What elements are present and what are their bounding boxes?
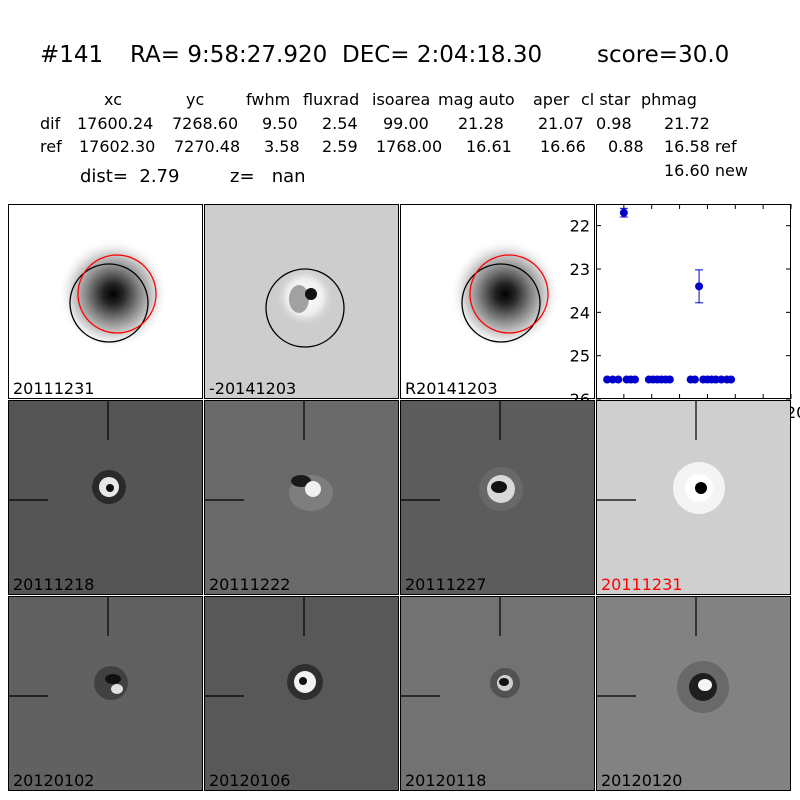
distance: dist= 2.79 (80, 166, 180, 187)
data-point (603, 375, 612, 384)
col-clstar: cl star (581, 90, 631, 109)
panel-label: 20120120 (601, 771, 683, 790)
dif-fluxrad: 2.54 (322, 114, 358, 133)
ref-magauto: 16.61 (466, 137, 512, 156)
cutout-image (597, 401, 790, 594)
new-phmag: 16.60 new (664, 161, 748, 180)
cutout-image (9, 401, 202, 594)
ref-yc: 7270.48 (174, 137, 241, 156)
ref-aper: 16.66 (540, 137, 586, 156)
col-xc: xc (104, 90, 122, 109)
declination: DEC= 2:04:18.30 (342, 42, 543, 68)
data-point (619, 208, 628, 217)
reference-image (58, 239, 168, 349)
data-point (727, 375, 736, 384)
panel-label: 20111227 (405, 575, 487, 594)
red-aperture-circle (469, 254, 549, 334)
ref-fluxrad: 2.59 (322, 137, 358, 156)
panel-label: 20120118 (405, 771, 487, 790)
ref-isoarea: 1768.00 (376, 137, 443, 156)
reference-image-panel: 20111231 (8, 204, 203, 399)
dif-label: dif (40, 114, 61, 133)
dif-clstar: 0.98 (596, 114, 632, 133)
dif-magauto: 21.28 (458, 114, 504, 133)
new-reference-image-panel: R20141203 (400, 204, 595, 399)
y-tick-label: 25 (570, 347, 590, 366)
red-aperture-circle (77, 254, 157, 334)
black-aperture-circle (461, 263, 541, 343)
dif-yc: 7268.60 (172, 114, 239, 133)
star-blob (450, 239, 560, 349)
col-fluxrad: fluxrad (303, 90, 360, 109)
data-point (665, 375, 674, 384)
score: score=30.0 (597, 42, 730, 68)
data-point (711, 375, 720, 384)
dif-xc: 17600.24 (77, 114, 154, 133)
col-magauto: mag auto (438, 90, 515, 109)
panel-label: 20111231 (13, 379, 95, 398)
cutout-panel: 20120120 (596, 596, 791, 791)
col-phmag: phmag (641, 90, 697, 109)
dif-isoarea: 99.00 (383, 114, 429, 133)
difference-image (265, 267, 345, 348)
cutout-panel: 20120102 (8, 596, 203, 791)
cutout-panel: 20111218 (8, 400, 203, 595)
panel-label: 20120106 (209, 771, 291, 790)
black-aperture-circle (69, 263, 149, 343)
ref-phmag: 16.58 ref (664, 137, 737, 156)
plot-frame (596, 204, 791, 399)
cutout-panel: 20120106 (204, 596, 399, 791)
panel-label: 20120102 (13, 771, 95, 790)
cutout-image (9, 597, 202, 790)
y-tick-label: 22 (570, 217, 590, 236)
data-point (695, 282, 704, 291)
panel-label: -20141203 (209, 379, 297, 398)
cutout-image (205, 401, 398, 594)
panel-label: 20111218 (13, 575, 95, 594)
col-fwhm: fwhm (246, 90, 291, 109)
cutout-image (401, 597, 594, 790)
source-core (305, 288, 317, 300)
right-ascension: RA= 9:58:27.920 (130, 42, 328, 68)
black-aperture-circle (265, 268, 345, 348)
cutout-panel-highlighted: 20111231 (596, 400, 791, 595)
panel-label: 20111231 (601, 575, 683, 594)
panel-label: 20111222 (209, 575, 291, 594)
col-yc: yc (186, 90, 205, 109)
data-point (717, 375, 726, 384)
data-point (631, 375, 639, 384)
new-reference-image (450, 239, 560, 349)
data-point (608, 375, 617, 384)
dif-fwhm: 9.50 (262, 114, 298, 133)
ref-clstar: 0.88 (608, 137, 644, 156)
col-isoarea: isoarea (372, 90, 431, 109)
dif-phmag: 21.72 (664, 114, 710, 133)
ref-fwhm: 3.58 (264, 137, 300, 156)
candidate-id: #141 (40, 42, 104, 68)
y-tick-label: 24 (570, 303, 590, 322)
star-blob (58, 239, 168, 349)
cutout-panel: 20120118 (400, 596, 595, 791)
difference-image-panel: -20141203 (204, 204, 399, 399)
col-aper: aper (533, 90, 570, 109)
data-point (614, 375, 623, 384)
y-tick-label: 23 (570, 260, 590, 279)
dif-aper: 21.07 (538, 114, 584, 133)
data-point (690, 375, 699, 384)
cutout-image (205, 597, 398, 790)
cutout-panel: 20111222 (204, 400, 399, 595)
panel-label: R20141203 (405, 379, 498, 398)
light-curve-chart: 0204060801001202223242526 (570, 204, 800, 422)
cutout-image (401, 401, 594, 594)
ref-xc: 17602.30 (79, 137, 156, 156)
ref-label: ref (40, 137, 62, 156)
redshift: z= nan (230, 166, 306, 187)
cutout-panel: 20111227 (400, 400, 595, 595)
cutout-image (597, 597, 790, 790)
